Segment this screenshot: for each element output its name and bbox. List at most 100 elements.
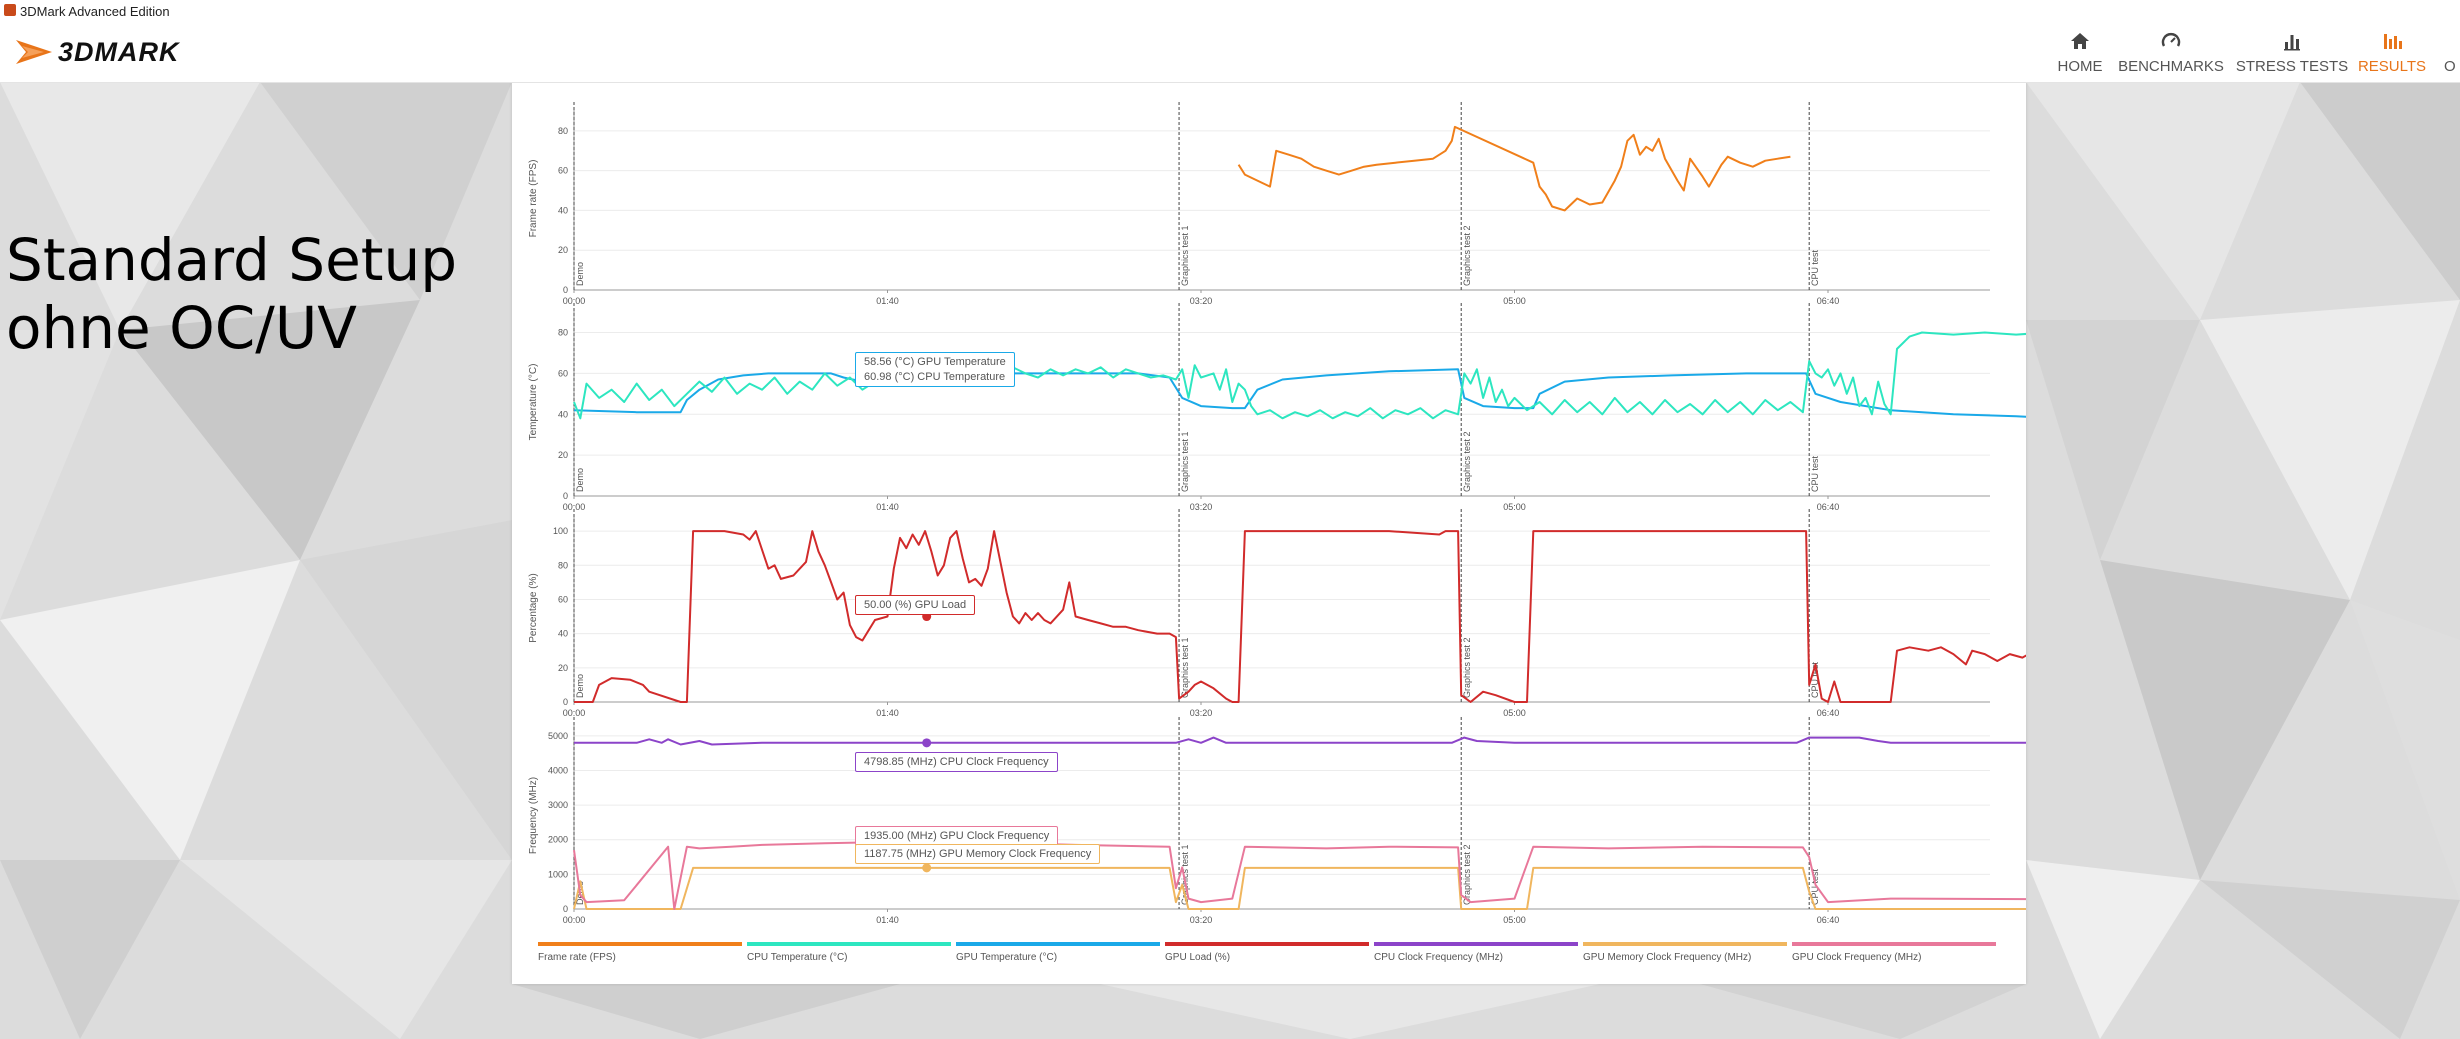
x-tick-label: 05:00 <box>1503 502 1526 512</box>
series-line <box>574 736 2026 746</box>
y-tick-label: 0 <box>563 697 568 707</box>
nav-benchmarks-label: BENCHMARKS <box>2118 58 2224 75</box>
x-tick-label: 06:40 <box>1817 296 1840 306</box>
series-line <box>573 368 2026 418</box>
series-line <box>573 841 2026 910</box>
3dmark-logo-icon <box>16 40 52 64</box>
legend-swatch <box>1583 942 1787 946</box>
tooltip-gpu-load: 50.00 (%) GPU Load <box>855 595 976 615</box>
legend-item[interactable]: Frame rate (FPS) <box>538 942 742 963</box>
x-tick-label: 01:40 <box>876 915 899 925</box>
y-tick-label: 1000 <box>548 869 568 879</box>
section-marker-label: Demo <box>575 262 585 286</box>
y-tick-label: 80 <box>558 560 568 570</box>
x-tick-label: 00:00 <box>563 502 586 512</box>
y-tick-label: 0 <box>563 491 568 501</box>
legend-item[interactable]: CPU Clock Frequency (MHz) <box>1374 942 1578 963</box>
series-line <box>1237 125 1791 212</box>
section-marker-label: Graphics test 1 <box>1180 225 1190 286</box>
legend-label: Frame rate (FPS) <box>538 952 616 963</box>
y-tick-label: 80 <box>558 328 568 338</box>
logo[interactable]: 3DMARK <box>14 30 180 74</box>
y-tick-label: 40 <box>558 205 568 215</box>
y-tick-label: 40 <box>558 409 568 419</box>
tooltip-temperature: 58.56 (°C) GPU Temperature 60.98 (°C) CP… <box>855 352 1015 387</box>
overlay-line-2: ohne OC/UV <box>6 294 357 362</box>
tooltip-cpu-temp: 60.98 (°C) CPU Temperature <box>864 371 1006 383</box>
overlay-line-1: Standard Setup <box>6 226 458 294</box>
legend-swatch <box>1374 942 1578 946</box>
tooltip-gpu-load-text: 50.00 (%) GPU Load <box>864 599 967 611</box>
x-tick-label: 03:20 <box>1190 915 1213 925</box>
y-tick-label: 40 <box>558 629 568 639</box>
nav-results-label: RESULTS <box>2357 58 2427 75</box>
series-line <box>573 866 2026 910</box>
overlay-caption: Standard Setup ohne OC/UV <box>6 226 457 362</box>
y-tick-label: 0 <box>563 904 568 914</box>
window-title: 3DMark Advanced Edition <box>20 4 170 19</box>
nav-stress-tests-label: STRESS TESTS <box>2235 58 2349 75</box>
series-line <box>574 530 2026 703</box>
legend-label: GPU Memory Clock Frequency (MHz) <box>1583 952 1752 963</box>
y-tick-label: 2000 <box>548 835 568 845</box>
section-marker-label: Demo <box>575 674 585 698</box>
x-tick-label: 00:00 <box>563 708 586 718</box>
x-tick-label: 03:20 <box>1190 296 1213 306</box>
legend-swatch <box>1165 942 1369 946</box>
series-line <box>573 331 2026 420</box>
section-marker-label: Graphics test 1 <box>1180 844 1190 905</box>
legend-item[interactable]: GPU Clock Frequency (MHz) <box>1792 942 1996 963</box>
y-tick-label: 0 <box>563 285 568 295</box>
x-tick-label: 05:00 <box>1503 915 1526 925</box>
section-marker-label: Graphics test 2 <box>1462 431 1472 492</box>
y-axis-title: Percentage (%) <box>528 573 539 642</box>
section-marker-label: Graphics test 2 <box>1462 225 1472 286</box>
tooltip-gpu-clock-text: 1935.00 (MHz) GPU Clock Frequency <box>864 830 1050 842</box>
legend-item[interactable]: CPU Temperature (°C) <box>747 942 951 963</box>
x-tick-label: 01:40 <box>876 708 899 718</box>
y-tick-label: 100 <box>553 526 568 536</box>
bar-chart-icon <box>2284 35 2300 51</box>
y-axis-title: Frame rate (FPS) <box>528 160 539 238</box>
nav-results[interactable]: RESULTS <box>2357 22 2427 82</box>
legend-label: GPU Clock Frequency (MHz) <box>1792 952 1922 963</box>
x-tick-label: 01:40 <box>876 296 899 306</box>
y-axis-title: Frequency (MHz) <box>528 777 539 854</box>
monitoring-chart: 0 20 40 60 80 Frame rate (FPS) 00:00 01:40 03:20… <box>528 102 2026 925</box>
section-marker-label: CPU test <box>1810 249 1820 286</box>
legend-item[interactable]: GPU Load (%) <box>1165 942 1369 963</box>
tooltip-cpu-freq: 4798.85 (MHz) CPU Clock Frequency <box>855 752 1058 772</box>
y-tick-label: 80 <box>558 126 568 136</box>
x-tick-label: 00:00 <box>563 296 586 306</box>
monitoring-panel: 0 20 40 60 80 Frame rate (FPS) 00:00 01:40 03:20… <box>512 82 2026 984</box>
section-marker-label: CPU test <box>1810 661 1820 698</box>
nav-stress-tests[interactable]: STRESS TESTS <box>2236 22 2348 82</box>
nav-benchmarks[interactable]: BENCHMARKS <box>2118 22 2224 82</box>
nav-home-label: HOME <box>2057 58 2103 75</box>
legend-label: GPU Load (%) <box>1165 952 1231 963</box>
y-tick-label: 60 <box>558 368 568 378</box>
section-marker-label: Graphics test 2 <box>1462 637 1472 698</box>
x-tick-label: 06:40 <box>1817 708 1840 718</box>
y-tick-label: 4000 <box>548 765 568 775</box>
tooltip-gpu-mem-text: 1187.75 (MHz) GPU Memory Clock Frequency <box>864 848 1092 860</box>
tooltip-gpu-temp: 58.56 (°C) GPU Temperature <box>864 356 1006 368</box>
nav-home[interactable]: HOME <box>2050 22 2110 82</box>
section-marker-label: Graphics test 1 <box>1180 637 1190 698</box>
y-tick-label: 20 <box>558 663 568 673</box>
x-tick-label: 01:40 <box>876 502 899 512</box>
nav-options-truncated[interactable]: O <box>2434 22 2460 82</box>
tooltip-gpu-mem: 1187.75 (MHz) GPU Memory Clock Frequency <box>855 844 1101 864</box>
legend-item[interactable]: GPU Temperature (°C) <box>956 942 1160 963</box>
y-axis-title: Temperature (°C) <box>528 364 539 441</box>
legend-label: CPU Clock Frequency (MHz) <box>1374 952 1503 963</box>
legend-item[interactable]: GPU Memory Clock Frequency (MHz) <box>1583 942 1787 963</box>
app-header: 3DMARK HOME BENCHMARKS STRESS TESTS RESU… <box>0 22 2460 83</box>
y-tick-label: 20 <box>558 450 568 460</box>
section-marker-label: Graphics test 1 <box>1180 431 1190 492</box>
x-tick-label: 03:20 <box>1190 502 1213 512</box>
section-marker-label: CPU test <box>1810 868 1820 905</box>
x-tick-label: 00:00 <box>563 915 586 925</box>
legend-label: GPU Temperature (°C) <box>956 952 1058 963</box>
app-icon <box>4 4 16 16</box>
